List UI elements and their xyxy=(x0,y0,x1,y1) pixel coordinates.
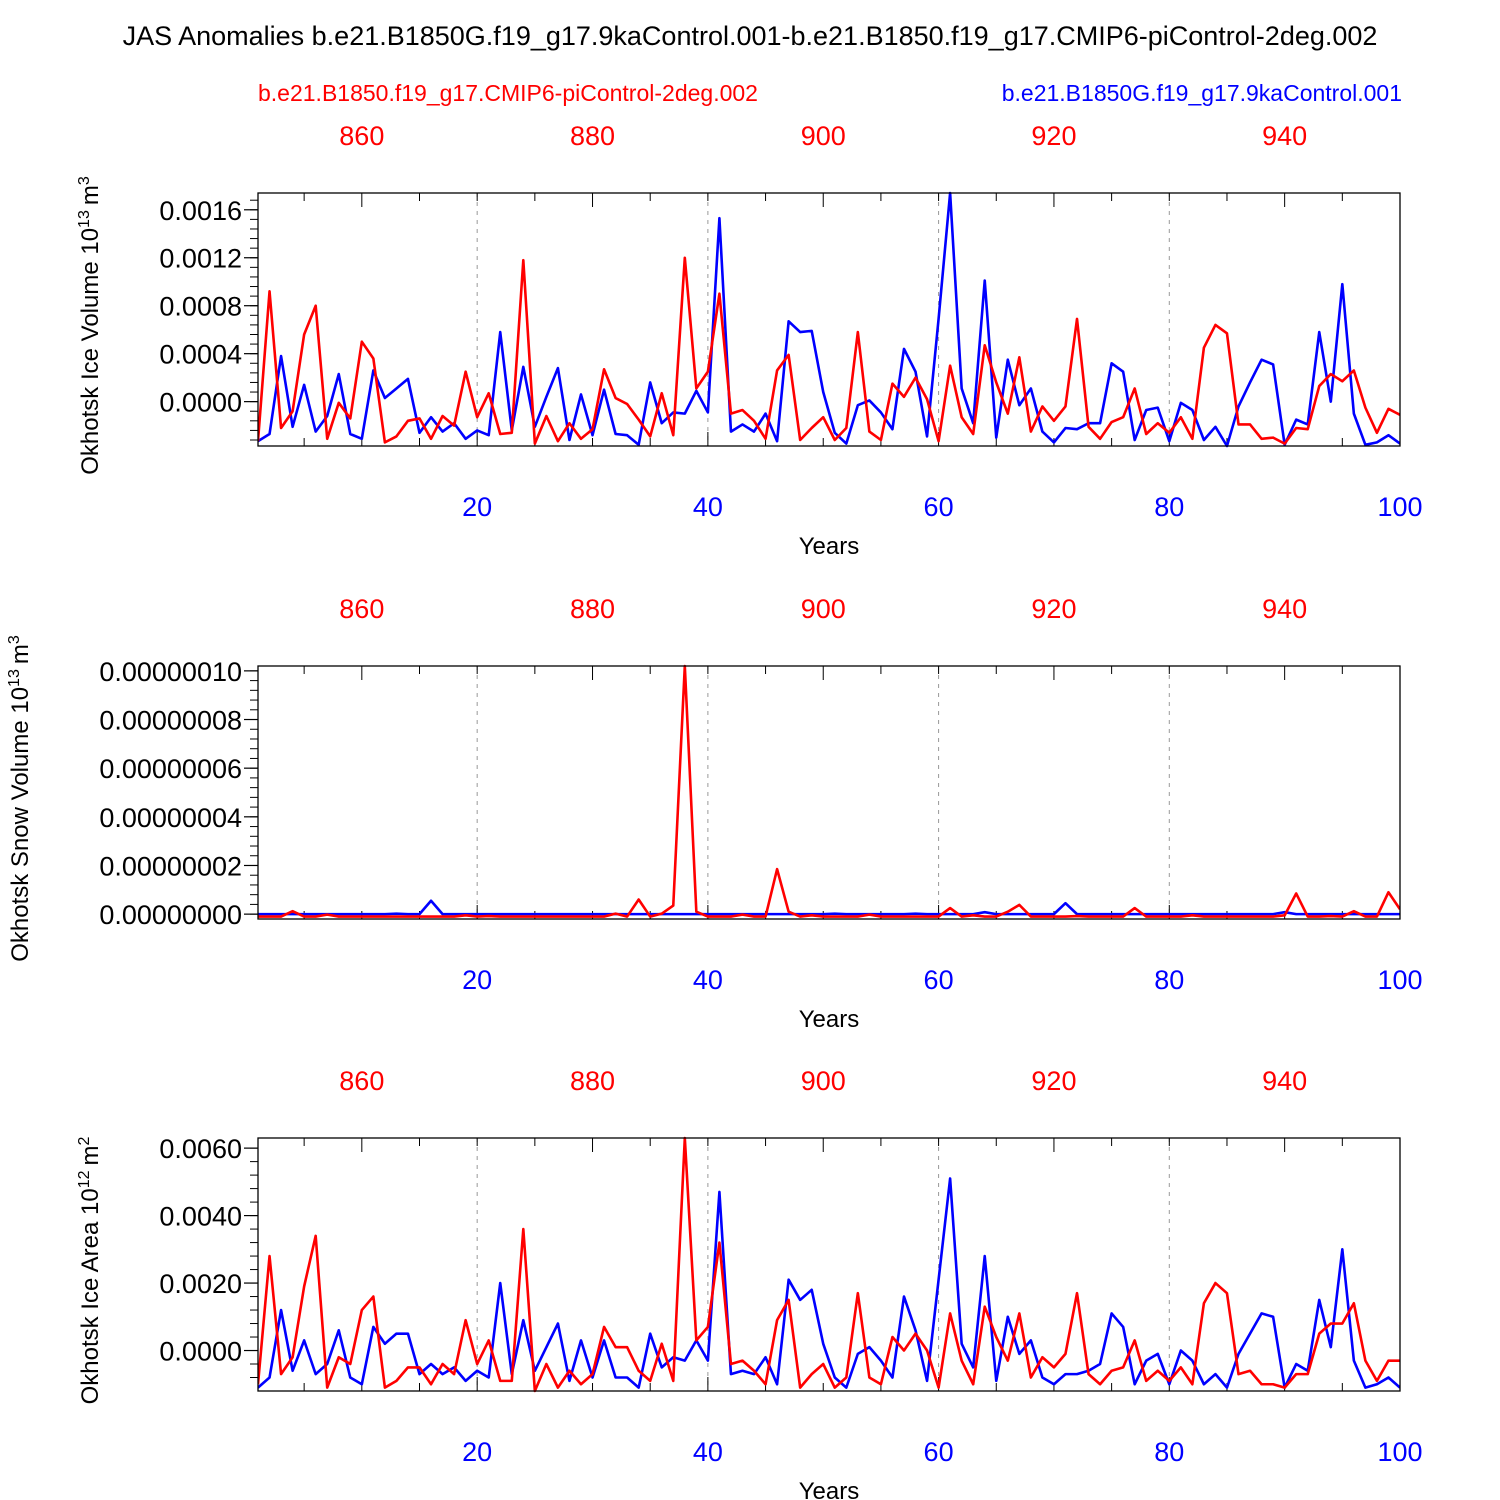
y-axis-label: Okhotsk Ice Area 1012 m2 xyxy=(76,1136,104,1404)
y-axis-label-unit: m xyxy=(7,644,34,664)
y-tick-label: 0.0012 xyxy=(159,244,242,274)
x-tick-label: 40 xyxy=(693,965,723,995)
chart-panel-3: 0.0000 0.0020 0.0040 0.0060 20 40 60 80 100 860 88… xyxy=(76,1066,1423,1500)
chart-panel-2: 0.00000000 0.00000002 0.00000004 0.00000006… xyxy=(6,594,1423,1033)
x2-tick-label: 860 xyxy=(339,121,384,151)
y-axis-label-unit: m xyxy=(77,1145,104,1165)
y-axis-label-unit-exp: 3 xyxy=(76,176,93,185)
plot-frame xyxy=(257,665,1401,920)
y-axis-label-exp: 13 xyxy=(76,210,93,228)
series-line-blue xyxy=(258,191,1400,448)
x-axis-label: Years xyxy=(799,533,860,560)
x2-tick-label: 880 xyxy=(570,121,615,151)
x2-tick-label: 940 xyxy=(1262,121,1307,151)
x-tick-label: 80 xyxy=(1154,492,1184,522)
y-tick-label: 0.00000006 xyxy=(99,754,242,784)
series-line-red xyxy=(258,256,1400,445)
y-tick-label: 0.0008 xyxy=(159,292,242,322)
x-axis-label: Years xyxy=(799,1006,860,1033)
x2-tick-label: 940 xyxy=(1262,1066,1307,1096)
x-tick-label: 80 xyxy=(1154,1437,1184,1467)
series-line-red xyxy=(258,664,1400,918)
series-line-blue xyxy=(258,899,1400,916)
x2-tick-label: 880 xyxy=(570,594,615,624)
series-line-blue xyxy=(258,1177,1400,1389)
y-axis-label-unit-exp: 3 xyxy=(6,635,23,644)
x2-tick-label: 900 xyxy=(801,594,846,624)
x-tick-label: 20 xyxy=(462,1437,492,1467)
x2-tick-label: 920 xyxy=(1031,121,1076,151)
series-line-red xyxy=(258,1136,1400,1393)
y-tick-label: 0.00000004 xyxy=(99,803,242,833)
y-axis-label-text: Okhotsk Snow Volume 10 xyxy=(7,687,34,962)
x-tick-label: 20 xyxy=(462,965,492,995)
y-axis-label-exp: 13 xyxy=(6,669,23,687)
figure-title: JAS Anomalies b.e21.B1850G.f19_g17.9kaCo… xyxy=(123,21,1378,51)
x-tick-label: 100 xyxy=(1377,965,1422,995)
y-tick-label: 0.0040 xyxy=(159,1202,242,1232)
x2-tick-label: 920 xyxy=(1031,1066,1076,1096)
y-tick-label: 0.0000 xyxy=(159,1337,242,1367)
y-axis-label-unit: m xyxy=(77,185,104,205)
x2-tick-label: 860 xyxy=(339,594,384,624)
x2-tick-label: 900 xyxy=(801,121,846,151)
x-tick-label: 60 xyxy=(924,965,954,995)
x2-tick-label: 900 xyxy=(801,1066,846,1096)
x2-tick-label: 860 xyxy=(339,1066,384,1096)
y-tick-label: 0.0000 xyxy=(159,388,242,418)
y-axis-label-unit-exp: 2 xyxy=(76,1136,93,1145)
x-axis-label: Years xyxy=(799,1478,860,1500)
x-tick-label: 100 xyxy=(1377,1437,1422,1467)
y-axis-label: Okhotsk Ice Volume 1013 m3 xyxy=(76,176,104,475)
y-tick-label: 0.00000000 xyxy=(99,900,242,930)
legend-blue-label: b.e21.B1850G.f19_g17.9kaControl.001 xyxy=(1002,80,1402,106)
y-tick-label: 0.00000010 xyxy=(99,657,242,687)
x-tick-label: 40 xyxy=(693,1437,723,1467)
plot-frame xyxy=(257,192,1401,447)
y-tick-label: 0.0016 xyxy=(159,196,242,226)
y-tick-label: 0.00000008 xyxy=(99,706,242,736)
chart-panel-1: 0.0000 0.0004 0.0008 0.0012 0.0016 20 40 60 80 10… xyxy=(76,121,1423,560)
y-tick-label: 0.0060 xyxy=(159,1134,242,1164)
y-axis-label-text: Okhotsk Ice Area 10 xyxy=(77,1188,104,1404)
x-tick-label: 100 xyxy=(1377,492,1422,522)
y-axis-label-text: Okhotsk Ice Volume 10 xyxy=(77,228,104,475)
x2-tick-label: 880 xyxy=(570,1066,615,1096)
x2-tick-label: 940 xyxy=(1262,594,1307,624)
plot-frame xyxy=(257,1137,1401,1392)
x2-tick-label: 920 xyxy=(1031,594,1076,624)
panels: 0.0000 0.0004 0.0008 0.0012 0.0016 20 40 60 80 10… xyxy=(6,121,1423,1500)
legend-red-label: b.e21.B1850.f19_g17.CMIP6-piControl-2deg… xyxy=(258,80,758,106)
x-tick-label: 80 xyxy=(1154,965,1184,995)
y-tick-label: 0.0004 xyxy=(159,340,242,370)
y-tick-label: 0.0020 xyxy=(159,1269,242,1299)
y-axis-label-exp: 12 xyxy=(76,1170,93,1188)
y-tick-label: 0.00000002 xyxy=(99,851,242,881)
y-axis-label: Okhotsk Snow Volume 1013 m3 xyxy=(6,635,34,962)
x-tick-label: 40 xyxy=(693,492,723,522)
x-tick-label: 20 xyxy=(462,492,492,522)
x-tick-label: 60 xyxy=(924,1437,954,1467)
x-tick-label: 60 xyxy=(924,492,954,522)
